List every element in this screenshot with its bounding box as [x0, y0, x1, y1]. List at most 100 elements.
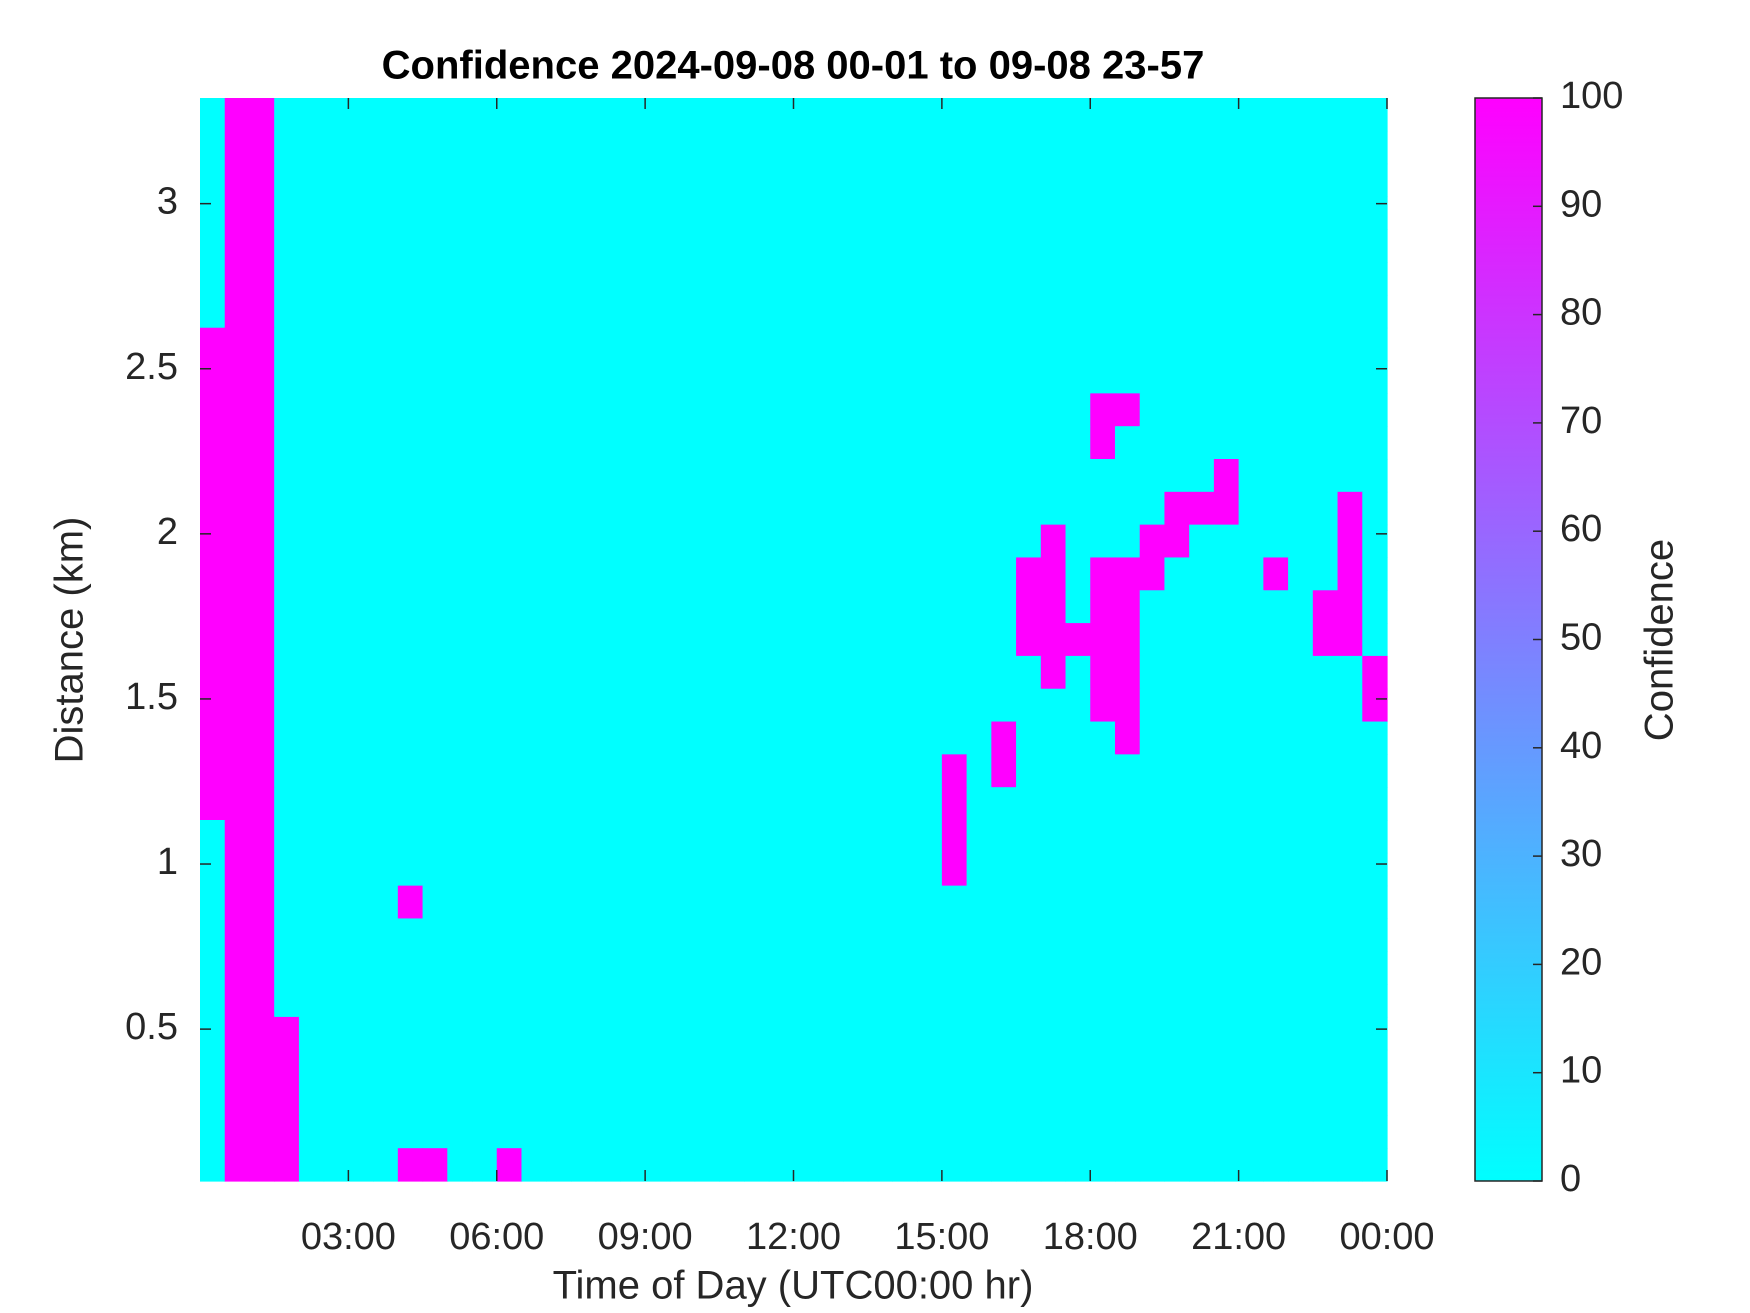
heatmap-cell — [521, 393, 547, 427]
heatmap-cell — [1213, 1148, 1240, 1182]
heatmap-cell — [694, 491, 720, 526]
heatmap-cell — [422, 130, 448, 165]
heatmap-cell — [917, 951, 943, 985]
heatmap-cell — [620, 1115, 646, 1149]
heatmap-cell — [422, 196, 448, 230]
heatmap-cell — [373, 918, 399, 952]
heatmap-cell — [793, 98, 819, 132]
heatmap-cell — [200, 885, 226, 920]
heatmap-cell — [1139, 688, 1166, 723]
heatmap-cell — [1362, 984, 1388, 1018]
heatmap-cell — [892, 688, 918, 723]
heatmap-cell — [546, 229, 572, 263]
heatmap-cell — [620, 1016, 646, 1051]
heatmap-cell — [274, 1016, 300, 1051]
heatmap-cell — [1238, 360, 1264, 394]
heatmap-cell — [422, 754, 448, 788]
heatmap-cell — [298, 130, 325, 165]
heatmap-cell — [1065, 951, 1091, 985]
heatmap-cell — [1164, 327, 1190, 362]
heatmap-cell — [941, 918, 968, 952]
heatmap-cell — [719, 1148, 745, 1182]
heatmap-cell — [521, 1148, 547, 1182]
heatmap-cell — [1040, 655, 1067, 690]
heatmap-cell — [620, 360, 646, 394]
heatmap-cell — [1065, 557, 1091, 591]
heatmap-cell — [1312, 590, 1339, 624]
heatmap-cell — [1164, 98, 1190, 132]
heatmap-cell — [1312, 852, 1339, 887]
heatmap-cell — [1164, 229, 1190, 263]
heatmap-cell — [1337, 984, 1363, 1018]
heatmap-cell — [397, 655, 424, 690]
heatmap-cell — [1114, 852, 1141, 887]
heatmap-cell — [1065, 918, 1091, 952]
heatmap-cell — [793, 852, 819, 887]
heatmap-cell — [719, 655, 745, 690]
heatmap-cell — [472, 459, 498, 493]
heatmap-cell — [669, 229, 696, 263]
heatmap-cell — [917, 1049, 943, 1084]
heatmap-cell — [892, 130, 918, 165]
heatmap-cell — [793, 426, 819, 460]
heatmap-cell — [744, 229, 770, 263]
heatmap-cell — [620, 655, 646, 690]
heatmap-cell — [842, 590, 869, 624]
heatmap-cell — [1312, 721, 1339, 755]
heatmap-cell — [620, 918, 646, 952]
heatmap-cell — [694, 327, 720, 362]
heatmap-cell — [397, 885, 424, 920]
heatmap-cell — [645, 1016, 671, 1051]
heatmap-cell — [249, 360, 275, 394]
heatmap-cell — [1238, 754, 1264, 788]
heatmap-cell — [1164, 1148, 1190, 1182]
heatmap-cell — [224, 360, 251, 394]
heatmap-cell — [521, 820, 547, 854]
heatmap-cell — [546, 1148, 572, 1182]
heatmap-cell — [1114, 229, 1141, 263]
heatmap-cell — [570, 918, 597, 952]
heatmap-cell — [447, 426, 473, 460]
heatmap-cell — [570, 754, 597, 788]
heatmap-cell — [298, 1049, 325, 1084]
heatmap-cell — [200, 459, 226, 493]
heatmap-cell — [941, 721, 968, 755]
heatmap-cell — [818, 229, 844, 263]
heatmap-cell — [1288, 787, 1314, 821]
heatmap-cell — [645, 951, 671, 985]
heatmap-cell — [744, 754, 770, 788]
heatmap-cell — [348, 163, 374, 198]
heatmap-cell — [298, 1148, 325, 1182]
heatmap-cell — [200, 130, 226, 165]
heatmap-cell — [694, 885, 720, 920]
heatmap-cell — [1288, 524, 1314, 559]
heatmap-cell — [768, 327, 795, 362]
heatmap-cell — [1164, 196, 1190, 230]
heatmap-cell — [521, 688, 547, 723]
heatmap-cell — [1016, 655, 1042, 690]
heatmap-cell — [1238, 393, 1264, 427]
heatmap-cell — [793, 459, 819, 493]
heatmap-cell — [447, 721, 473, 755]
heatmap-cell — [1016, 787, 1042, 821]
heatmap-cell — [645, 820, 671, 854]
heatmap-cell — [1362, 688, 1388, 723]
heatmap-cell — [842, 196, 869, 230]
heatmap-cell — [249, 721, 275, 755]
heatmap-cell — [1312, 491, 1339, 526]
heatmap-cell — [744, 820, 770, 854]
heatmap-cell — [1040, 491, 1067, 526]
heatmap-cell — [570, 885, 597, 920]
heatmap-cell — [1288, 130, 1314, 165]
heatmap-cell — [669, 655, 696, 690]
heatmap-cell — [348, 721, 374, 755]
heatmap-cell — [917, 163, 943, 198]
heatmap-cell — [842, 262, 869, 296]
heatmap-cell — [595, 1115, 621, 1149]
heatmap-cell — [496, 655, 523, 690]
heatmap-cell — [694, 229, 720, 263]
heatmap-cell — [1213, 229, 1240, 263]
heatmap-cell — [1263, 984, 1289, 1018]
heatmap-cell — [447, 163, 473, 198]
heatmap-cell — [966, 852, 992, 887]
